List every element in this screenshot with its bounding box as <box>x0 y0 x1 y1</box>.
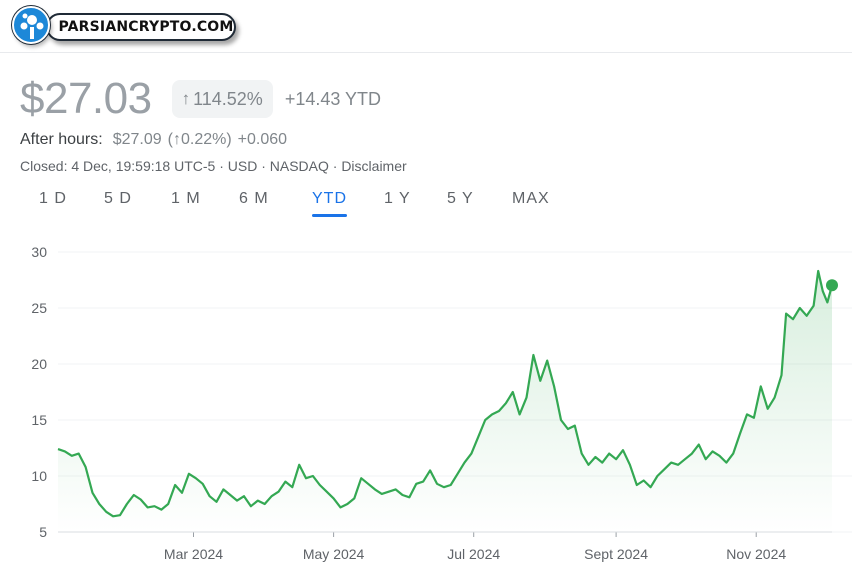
tab-5d[interactable]: 5 D <box>104 190 132 207</box>
after-hours-change: +0.060 <box>237 131 288 148</box>
tab-5y[interactable]: 5 Y <box>447 190 474 207</box>
change-percent-chip: ↑ 114.52% <box>171 80 273 118</box>
x-tick-label: Sept 2024 <box>584 546 648 562</box>
y-tick-label: 25 <box>31 300 47 316</box>
y-tick-label: 5 <box>39 524 47 540</box>
logo-text: PARSIANCRYPTO.COM <box>46 13 236 41</box>
x-tick-label: May 2024 <box>303 546 365 562</box>
after-hours-price: $27.09 <box>112 131 162 148</box>
tab-6m[interactable]: 6 M <box>239 190 269 207</box>
y-tick-label: 10 <box>31 468 47 484</box>
after-hours-row: After hours: $27.09 (↑0.22%) +0.060 <box>20 131 287 149</box>
series-line <box>57 269 834 518</box>
tab-1d[interactable]: 1 D <box>39 190 67 207</box>
header-divider <box>0 52 852 53</box>
tab-ytd[interactable]: YTD <box>312 190 347 217</box>
tab-max[interactable]: MAX <box>512 190 550 207</box>
quote-header: $27.03 ↑ 114.52% +14.43 YTD <box>20 74 381 124</box>
change-percent: 114.52% <box>193 88 263 109</box>
change-absolute: +14.43 YTD <box>284 88 382 109</box>
price-chart: 5 10 15 20 25 30 Mar 2024 May 2024 Jul 2024 Sept … <box>31 244 852 562</box>
y-tick-label: 15 <box>31 412 47 428</box>
tab-1m[interactable]: 1 M <box>171 190 201 207</box>
arrow-up-icon: ↑ <box>181 89 191 108</box>
x-tick-label: Jul 2024 <box>447 546 500 562</box>
after-hours-label: After hours: <box>20 131 103 148</box>
y-tick-label: 20 <box>31 356 47 372</box>
after-hours-percent: (↑0.22%) <box>167 131 232 148</box>
y-tick-label: 30 <box>31 244 47 260</box>
tab-1y[interactable]: 1 Y <box>384 190 411 207</box>
series-area <box>58 271 832 532</box>
market-status: Closed: 4 Dec, 19:59:18 UTC-5 · USD · NA… <box>20 158 407 174</box>
x-tick-label: Mar 2024 <box>164 546 223 562</box>
last-price-point <box>826 279 838 292</box>
site-logo: PARSIANCRYPTO.COM <box>12 6 236 44</box>
logo-tree-icon <box>12 6 50 44</box>
current-price: $27.03 <box>20 74 152 123</box>
x-tick-label: Nov 2024 <box>726 546 786 562</box>
